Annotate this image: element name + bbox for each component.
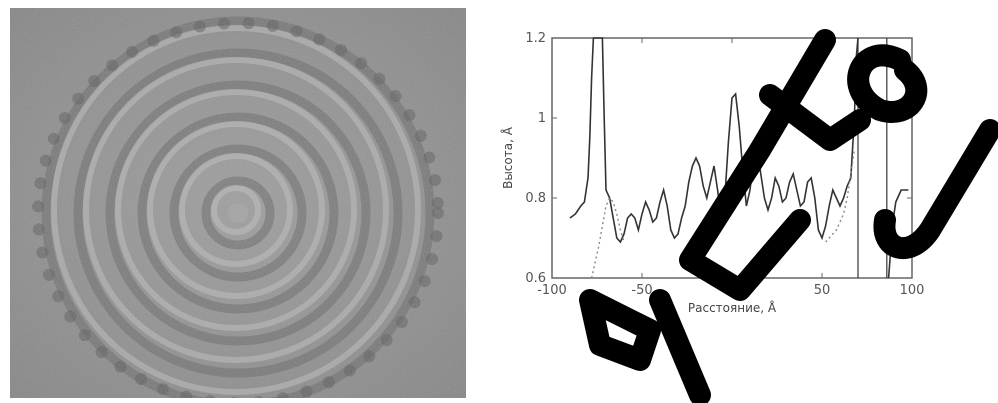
y-tick-label: 1 [538, 111, 546, 126]
series-solid-line [887, 189, 909, 279]
y-tick-label: 0.6 [525, 271, 546, 286]
series-solid-line [569, 37, 859, 244]
x-tick-label: 50 [814, 283, 831, 298]
stm-noise [10, 8, 466, 398]
y-tick-label: 0.8 [525, 191, 546, 206]
y-axis-label: Высота, Å [500, 126, 515, 189]
y-tick-label: 1.2 [525, 31, 546, 46]
profile-chart: -100 -50 0 50 100 0.6 0.8 1 1.2 Высота, Å Рассто… [500, 31, 925, 315]
series-dotted-line [825, 149, 856, 243]
stm-image [10, 8, 466, 398]
x-tick-label: -50 [631, 283, 652, 298]
x-axis-label: Расстояние, Å [688, 300, 777, 315]
series-dotted-line [590, 196, 625, 279]
x-tick-label: 100 [900, 283, 925, 298]
x-tick-label: -100 [537, 283, 567, 298]
x-tick-label: 0 [728, 283, 736, 298]
